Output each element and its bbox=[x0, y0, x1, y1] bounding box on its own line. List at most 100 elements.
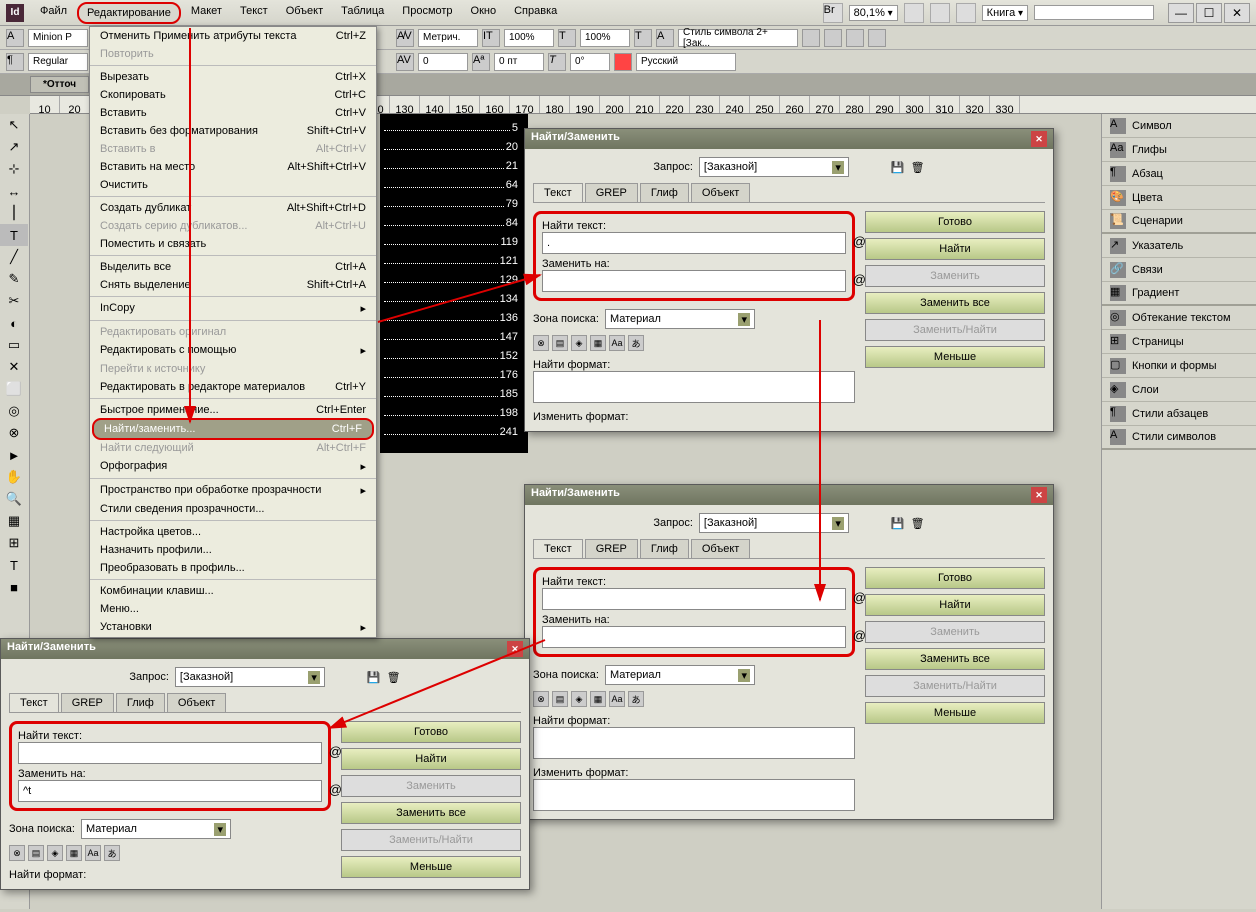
menuitem[interactable]: Преобразовать в профиль... bbox=[90, 559, 376, 577]
find-button[interactable]: Найти bbox=[865, 238, 1045, 260]
tool-14[interactable]: ⊗ bbox=[0, 422, 28, 444]
tool-0[interactable]: ↖ bbox=[0, 114, 28, 136]
less-button[interactable]: Меньше bbox=[341, 856, 521, 878]
tab-глиф[interactable]: Глиф bbox=[640, 183, 689, 202]
special-char-icon[interactable]: @ bbox=[853, 590, 866, 605]
workspace-select[interactable]: Книга ▾ bbox=[982, 5, 1028, 21]
tab-глиф[interactable]: Глиф bbox=[640, 539, 689, 558]
special-char-icon[interactable]: @ bbox=[329, 744, 342, 759]
close-icon[interactable]: ✕ bbox=[1031, 131, 1047, 147]
change-format-box[interactable] bbox=[533, 779, 855, 811]
menuitem[interactable]: Поместить и связать bbox=[90, 235, 376, 253]
window-button[interactable]: — bbox=[1168, 3, 1194, 23]
change-button[interactable]: Заменить bbox=[341, 775, 521, 797]
delete-query-icon[interactable]: 🗑 bbox=[911, 161, 925, 174]
panel-paragraph[interactable]: ¶Абзац bbox=[1102, 162, 1256, 186]
stroke-icon[interactable]: A bbox=[656, 29, 674, 47]
menuitem[interactable]: Комбинации клавиш... bbox=[90, 582, 376, 600]
baseline-field[interactable]: 0 пт bbox=[494, 53, 544, 71]
panel-layers[interactable]: ◈Слои bbox=[1102, 378, 1256, 402]
menuitem[interactable]: Выделить всеCtrl+A bbox=[90, 258, 376, 276]
menuitem[interactable]: ВставитьCtrl+V bbox=[90, 104, 376, 122]
opt-icon[interactable]: ⊗ bbox=[9, 845, 25, 861]
tool-3[interactable]: ↔ bbox=[0, 180, 28, 202]
menuitem[interactable]: Создать дубликатAlt+Shift+Ctrl+D bbox=[90, 199, 376, 217]
change-all-button[interactable]: Заменить все bbox=[865, 292, 1045, 314]
menuitem[interactable]: Снять выделениеShift+Ctrl+A bbox=[90, 276, 376, 294]
screen-mode-icon[interactable] bbox=[904, 3, 924, 23]
change-find-button[interactable]: Заменить/Найти bbox=[865, 675, 1045, 697]
done-button[interactable]: Готово bbox=[865, 567, 1045, 589]
tab-grep[interactable]: GREP bbox=[585, 539, 638, 558]
track-field[interactable]: 0 bbox=[418, 53, 468, 71]
tool-6[interactable]: ╱ bbox=[0, 246, 28, 268]
align-l-icon[interactable] bbox=[802, 29, 820, 47]
menuitem[interactable]: Отменить Применить атрибуты текстаCtrl+Z bbox=[90, 27, 376, 45]
save-query-icon[interactable]: 💾 bbox=[891, 161, 905, 174]
done-button[interactable]: Готово bbox=[341, 721, 521, 743]
menu-редактирование[interactable]: Редактирование bbox=[77, 2, 181, 24]
opt-icon[interactable]: Aa bbox=[609, 691, 625, 707]
replace-input[interactable] bbox=[542, 270, 846, 292]
tool-9[interactable]: ◐ bbox=[0, 312, 28, 334]
menuitem[interactable]: Редактировать с помощью bbox=[90, 341, 376, 360]
tool-19[interactable]: ⊞ bbox=[0, 532, 28, 554]
tool-12[interactable]: ⬜ bbox=[0, 378, 28, 400]
tab-глиф[interactable]: Глиф bbox=[116, 693, 165, 712]
tab-текст[interactable]: Текст bbox=[9, 693, 59, 712]
less-button[interactable]: Меньше bbox=[865, 702, 1045, 724]
tab-объект[interactable]: Объект bbox=[691, 183, 750, 202]
replace-input[interactable] bbox=[18, 780, 322, 802]
tab-текст[interactable]: Текст bbox=[533, 183, 583, 202]
lang-field[interactable]: Русский bbox=[636, 53, 736, 71]
menu-макет[interactable]: Макет bbox=[183, 2, 230, 24]
scope-select[interactable]: Материал bbox=[605, 665, 755, 685]
align-c-icon[interactable] bbox=[824, 29, 842, 47]
opt-icon[interactable]: ▦ bbox=[590, 691, 606, 707]
less-button[interactable]: Меньше bbox=[865, 346, 1045, 368]
menu-объект[interactable]: Объект bbox=[278, 2, 331, 24]
delete-query-icon[interactable]: 🗑 bbox=[911, 517, 925, 530]
scope-select[interactable]: Материал bbox=[605, 309, 755, 329]
replace-input[interactable] bbox=[542, 626, 846, 648]
window-button[interactable]: ✕ bbox=[1224, 3, 1250, 23]
menu-справка[interactable]: Справка bbox=[506, 2, 565, 24]
panel-textwrap[interactable]: ◎Обтекание текстом bbox=[1102, 306, 1256, 330]
hscale-field[interactable]: 100% bbox=[580, 29, 630, 47]
query-select[interactable]: [Заказной] bbox=[699, 157, 849, 177]
menuitem[interactable]: Меню... bbox=[90, 600, 376, 618]
tool-18[interactable]: ▦ bbox=[0, 510, 28, 532]
tool-13[interactable]: ◎ bbox=[0, 400, 28, 422]
find-input[interactable] bbox=[542, 588, 846, 610]
find-button[interactable]: Найти bbox=[865, 594, 1045, 616]
query-select[interactable]: [Заказной] bbox=[175, 667, 325, 687]
charstyle-field[interactable]: Стиль символа 2+ [Зак... bbox=[678, 29, 798, 47]
query-select[interactable]: [Заказной] bbox=[699, 513, 849, 533]
opt-icon[interactable]: ◈ bbox=[47, 845, 63, 861]
opt-icon[interactable]: あ bbox=[104, 845, 120, 861]
opt-icon[interactable]: あ bbox=[628, 691, 644, 707]
find-button[interactable]: Найти bbox=[341, 748, 521, 770]
opt-icon[interactable]: ⊗ bbox=[533, 691, 549, 707]
change-all-button[interactable]: Заменить все bbox=[865, 648, 1045, 670]
menuitem[interactable]: Настройка цветов... bbox=[90, 523, 376, 541]
panel-charstyles[interactable]: AСтили символов bbox=[1102, 426, 1256, 450]
opt-icon[interactable]: ▤ bbox=[28, 845, 44, 861]
menuitem[interactable]: Вставить без форматированияShift+Ctrl+V bbox=[90, 122, 376, 140]
find-input[interactable] bbox=[18, 742, 322, 764]
tool-16[interactable]: ✋ bbox=[0, 466, 28, 488]
menuitem[interactable]: Орфография bbox=[90, 457, 376, 476]
done-button[interactable]: Готово bbox=[865, 211, 1045, 233]
para-mode-icon[interactable]: ¶ bbox=[6, 53, 24, 71]
special-char-icon[interactable]: @ bbox=[853, 628, 866, 643]
change-button[interactable]: Заменить bbox=[865, 265, 1045, 287]
menuitem[interactable]: Установки bbox=[90, 618, 376, 637]
align-r-icon[interactable] bbox=[846, 29, 864, 47]
menuitem[interactable]: Назначить профили... bbox=[90, 541, 376, 559]
tab-grep[interactable]: GREP bbox=[61, 693, 114, 712]
menu-текст[interactable]: Текст bbox=[232, 2, 276, 24]
metrics-field[interactable]: Метрич. bbox=[418, 29, 478, 47]
menu-окно[interactable]: Окно bbox=[463, 2, 505, 24]
char-mode-icon[interactable]: A bbox=[6, 29, 24, 47]
special-char-icon[interactable]: @ bbox=[853, 234, 866, 249]
